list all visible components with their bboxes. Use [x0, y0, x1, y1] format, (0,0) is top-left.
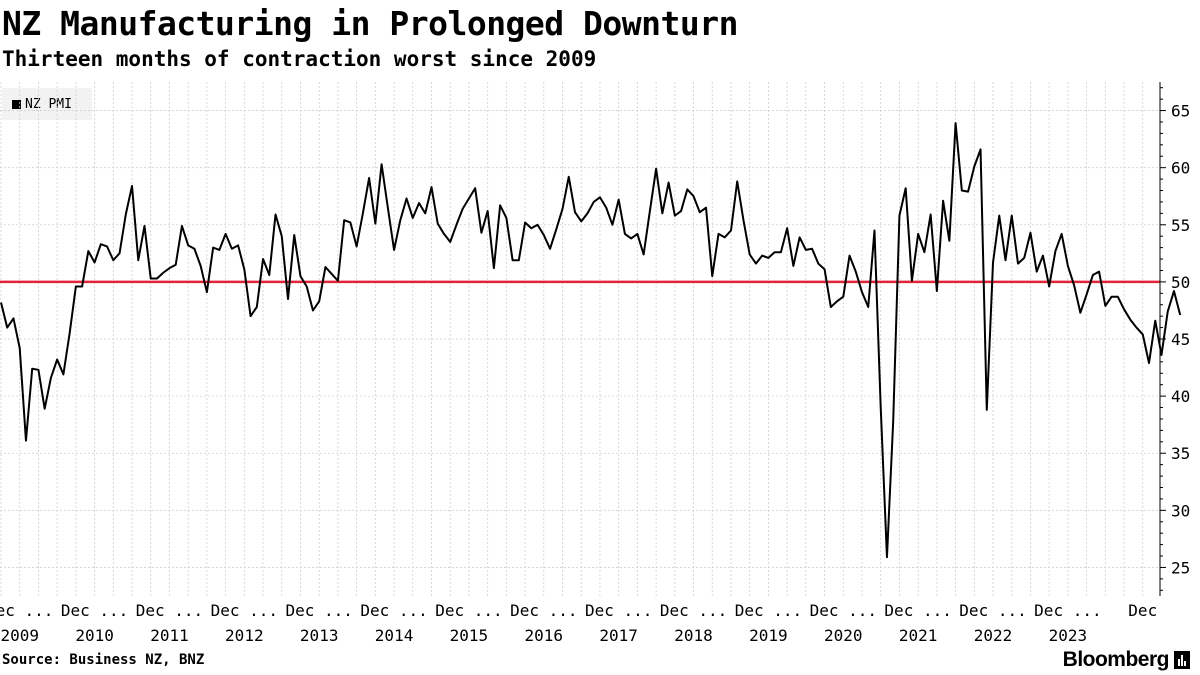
x-tick-label: Dec ...	[61, 601, 128, 620]
x-tick-year-label: 2011	[150, 626, 189, 645]
x-tick-label: Dec ...	[285, 601, 352, 620]
y-tick-label: 60	[1171, 159, 1190, 178]
x-tick-year-label: 2018	[674, 626, 713, 645]
x-tick-label: Dec ...	[735, 601, 802, 620]
chart-title: NZ Manufacturing in Prolonged Downturn	[2, 4, 738, 43]
x-tick-label: Dec ...	[435, 601, 502, 620]
x-tick-label: Dec ...	[136, 601, 203, 620]
x-tick-label: Dec ...	[1034, 601, 1101, 620]
x-tick-year-label: 2022	[974, 626, 1013, 645]
chart-subtitle: Thirteen months of contraction worst sin…	[2, 47, 597, 71]
x-tick-label: Dec ...	[884, 601, 951, 620]
y-tick-label: 40	[1171, 387, 1190, 406]
x-tick-year-label: 2017	[599, 626, 638, 645]
x-tick-year-label: 2015	[450, 626, 489, 645]
chart-legend: NZ PMI	[2, 88, 92, 120]
series-layer	[0, 122, 1182, 559]
x-tick-label: Dec	[1128, 601, 1157, 620]
x-tick-label: Dec ...	[660, 601, 727, 620]
x-tick-year-label: 2012	[225, 626, 264, 645]
x-tick-year-label: 2020	[824, 626, 863, 645]
x-tick-year-label: 2019	[749, 626, 788, 645]
x-tick-label: Dec ...	[0, 601, 53, 620]
x-tick-year-label: 2010	[75, 626, 114, 645]
x-tick-year-label: 2013	[300, 626, 339, 645]
bloomberg-logo: Bloomberg	[1063, 648, 1190, 672]
y-tick-label: 50	[1171, 273, 1190, 292]
brand-name: Bloomberg	[1062, 648, 1170, 671]
x-tick-label: Dec ...	[510, 601, 577, 620]
y-tick-label: 65	[1171, 102, 1190, 121]
x-axis: Dec ... 2009 Dec ... 2010 Dec ... 2011 Dec ...…	[0, 601, 1157, 645]
x-tick-label: Dec ...	[211, 601, 278, 620]
y-tick-label: 35	[1171, 444, 1190, 463]
y-axis: 25 30 35 40 45 50 55 60 65	[1159, 82, 1190, 596]
legend-swatch	[12, 99, 21, 109]
series-line-nz-pmi	[0, 122, 1182, 559]
x-tick-year-label: 2023	[1049, 626, 1088, 645]
x-tick-label: Dec ...	[959, 601, 1026, 620]
legend-entry-label: NZ PMI	[25, 96, 72, 112]
y-tick-label: 55	[1171, 216, 1190, 235]
bloomberg-terminal-icon	[1174, 651, 1190, 669]
source-note: Source: Business NZ, BNZ	[2, 652, 205, 668]
x-tick-year-label: 2016	[525, 626, 564, 645]
x-tick-year-label: 2009	[0, 626, 39, 645]
x-tick-label: Dec ...	[810, 601, 877, 620]
x-tick-label: Dec ...	[360, 601, 427, 620]
x-tick-year-label: 2014	[375, 626, 414, 645]
y-tick-label: 25	[1171, 558, 1190, 577]
x-tick-label: Dec ...	[585, 601, 652, 620]
y-tick-label: 30	[1171, 501, 1190, 520]
x-tick-year-label: 2021	[899, 626, 938, 645]
y-tick-label: 45	[1171, 330, 1190, 349]
